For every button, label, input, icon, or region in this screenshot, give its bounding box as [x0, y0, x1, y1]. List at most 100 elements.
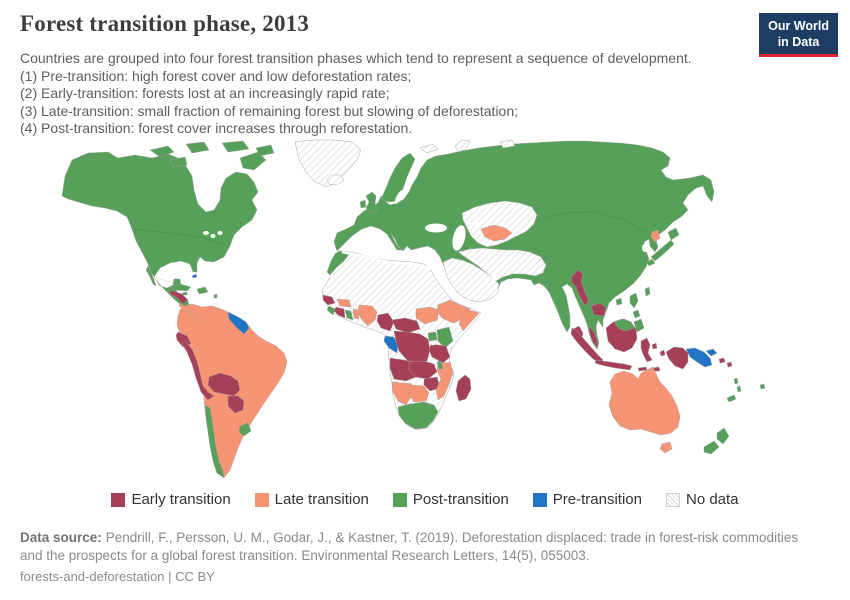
region-scandinavia[interactable] [381, 152, 416, 203]
region-lesser-sunda[interactable] [637, 366, 648, 372]
region-guyanas[interactable] [227, 311, 250, 335]
region-sulawesi[interactable] [640, 337, 653, 363]
region-moluccas[interactable] [651, 342, 658, 350]
region-uzbekistan[interactable] [480, 224, 513, 242]
region-novaya-zemlya[interactable] [454, 139, 471, 153]
region-cambodia[interactable] [590, 302, 607, 317]
region-north-america[interactable] [61, 151, 259, 324]
legend-item-post-transition[interactable]: Post-transition [392, 491, 509, 508]
region-new-zealand-south[interactable] [703, 440, 720, 455]
region-gabon-congo[interactable] [383, 335, 399, 354]
region-ireland[interactable] [359, 199, 367, 209]
region-svalbard[interactable] [419, 143, 439, 154]
region-dr-congo[interactable] [393, 330, 431, 367]
region-solomon-islands[interactable] [718, 357, 726, 364]
region-kazakhstan-central-asia[interactable] [461, 200, 538, 248]
region-arctic-island[interactable] [149, 145, 175, 158]
region-south-africa[interactable] [397, 401, 439, 430]
region-chile[interactable] [204, 404, 225, 479]
region-malay-peninsula[interactable] [588, 325, 599, 349]
region-philippines-luzon[interactable] [629, 292, 639, 309]
region-bahamas[interactable] [191, 273, 198, 279]
region-central-america-south[interactable] [178, 302, 203, 323]
region-taiwan[interactable] [644, 286, 651, 297]
region-japan-honshu[interactable] [650, 239, 675, 262]
owid-logo-line2: in Data [777, 34, 820, 49]
region-myanmar[interactable] [570, 269, 590, 307]
baltic-sea [394, 190, 404, 204]
region-moluccas[interactable] [659, 349, 666, 357]
region-malawi[interactable] [436, 360, 444, 370]
region-ivory-coast[interactable] [333, 306, 346, 319]
owid-logo[interactable]: Our World in Data [759, 13, 838, 58]
great-lake-3 [217, 231, 223, 235]
post-transition-swatch [392, 492, 407, 507]
region-baja-california[interactable] [145, 265, 157, 287]
region-tasmania[interactable] [659, 441, 673, 454]
hudson-bay [196, 179, 218, 209]
region-papua-new-guinea[interactable] [685, 347, 713, 368]
region-severnaya-zemlya[interactable] [499, 139, 516, 149]
red-sea [432, 264, 460, 299]
region-japan-kyushu[interactable] [646, 258, 656, 267]
region-paraguay[interactable] [227, 395, 245, 414]
region-hispaniola[interactable] [196, 286, 209, 295]
region-new-guinea-west[interactable] [665, 346, 689, 370]
region-arctic-island[interactable] [169, 156, 188, 168]
legend-item-late-transition[interactable]: Late transition [254, 491, 369, 508]
region-britain[interactable] [365, 191, 378, 214]
region-south-sudan[interactable] [415, 306, 440, 325]
region-madagascar[interactable] [455, 374, 472, 402]
region-lesser-antilles[interactable] [213, 293, 218, 299]
region-australia[interactable] [608, 366, 681, 436]
region-java[interactable] [594, 359, 633, 371]
region-kenya[interactable] [436, 326, 454, 349]
legend-item-early-transition[interactable]: Early transition [111, 491, 231, 508]
region-nigeria[interactable] [357, 304, 378, 327]
region-philippines-visayas[interactable] [632, 309, 641, 319]
region-central-african-republic[interactable] [391, 317, 421, 334]
region-japan-hokkaido[interactable] [667, 227, 680, 241]
region-baffin-island[interactable] [239, 151, 267, 171]
persian-gulf [492, 273, 502, 281]
region-north-korea[interactable] [650, 229, 661, 243]
region-mozambique[interactable] [435, 361, 454, 401]
region-namibia[interactable] [391, 381, 413, 406]
region-uruguay[interactable] [238, 422, 252, 437]
region-iceland[interactable] [326, 174, 345, 186]
region-eurasia[interactable] [333, 140, 715, 350]
region-fiji[interactable] [759, 383, 766, 390]
region-cameroon[interactable] [376, 312, 395, 332]
region-ghana[interactable] [344, 309, 354, 321]
region-botswana[interactable] [408, 384, 430, 403]
region-zimbabwe[interactable] [423, 376, 441, 392]
region-peru[interactable] [181, 340, 215, 401]
region-new-britain[interactable] [705, 348, 718, 357]
region-burkina-faso[interactable] [336, 298, 352, 308]
region-liberia[interactable] [326, 305, 336, 316]
region-arctic-island[interactable] [221, 140, 250, 153]
region-arabia[interactable] [442, 257, 500, 303]
region-new-zealand-north[interactable] [716, 427, 730, 445]
region-uganda[interactable] [427, 331, 438, 342]
region-zambia[interactable] [408, 360, 438, 380]
region-arctic-island[interactable] [185, 141, 210, 154]
legend-label: Early transition [131, 491, 231, 508]
region-jamaica[interactable] [181, 291, 188, 296]
region-central-america-north[interactable] [169, 289, 189, 305]
region-cuba[interactable] [169, 283, 192, 292]
region-solomon-islands[interactable] [726, 361, 733, 368]
region-hainan[interactable] [615, 297, 623, 306]
region-somalia[interactable] [458, 308, 480, 332]
region-vanuatu[interactable] [733, 377, 742, 393]
region-morocco[interactable] [326, 250, 351, 276]
region-bolivia[interactable] [207, 372, 241, 397]
region-greenland[interactable] [294, 139, 362, 188]
region-togo-benin[interactable] [352, 308, 360, 320]
region-iran-afghanistan[interactable] [457, 247, 547, 282]
legend-item-pre-transition[interactable]: Pre-transition [532, 491, 642, 508]
region-guinea[interactable] [322, 294, 336, 306]
region-new-caledonia[interactable] [726, 394, 737, 403]
legend-item-no-data[interactable]: No data [665, 491, 739, 508]
region-borneo-north[interactable] [613, 318, 635, 332]
